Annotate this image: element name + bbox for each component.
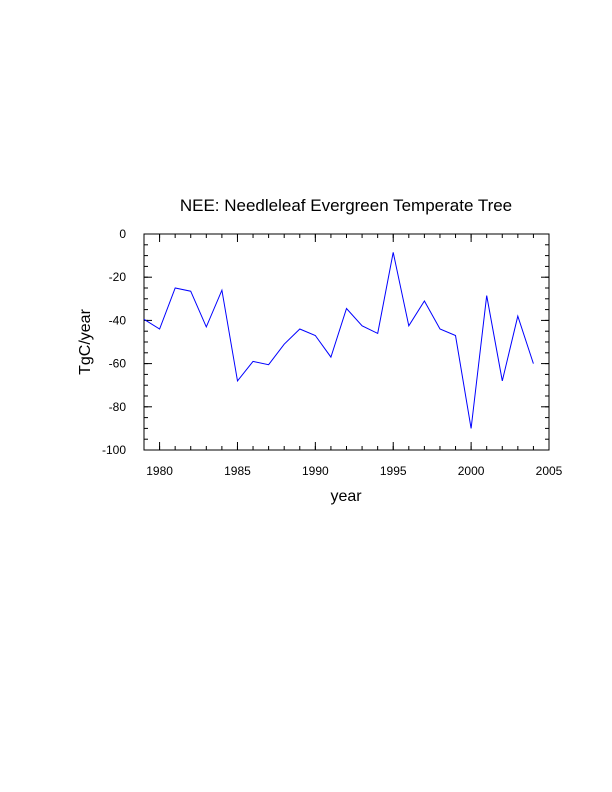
data-point (298, 328, 301, 331)
data-points (143, 251, 535, 430)
data-point (267, 363, 270, 366)
y-tick-label: -100 (102, 443, 126, 457)
y-tick-label: -80 (109, 400, 127, 414)
x-tick-label: 1985 (224, 464, 251, 478)
y-tick-label: -20 (109, 270, 127, 284)
plot-frame (143, 233, 550, 451)
data-point (143, 318, 146, 321)
data-point (189, 290, 192, 293)
data-point (220, 289, 223, 292)
data-point (174, 287, 177, 290)
data-point (314, 334, 317, 337)
x-tick-labels: 1980 1985 1990 1995 2000 2005 (146, 464, 562, 478)
data-point (361, 324, 364, 327)
data-point (329, 356, 332, 359)
axis-ticks (143, 233, 550, 451)
y-tick-label: -60 (109, 357, 127, 371)
data-point (407, 324, 410, 327)
data-point (283, 343, 286, 346)
data-point (470, 427, 473, 430)
y-tick-label: -40 (109, 313, 127, 327)
data-point (485, 294, 488, 297)
y-tick-label: 0 (119, 227, 126, 241)
series-line-nee (143, 252, 534, 429)
x-axis-label: year (330, 488, 362, 505)
x-tick-label: 1980 (146, 464, 173, 478)
y-axis-label: TgC/year (77, 308, 94, 374)
data-point (501, 379, 504, 382)
data-point (392, 251, 395, 254)
x-tick-label: 2005 (536, 464, 563, 478)
chart-title: NEE: Needleleaf Evergreen Temperate Tree (180, 196, 512, 215)
x-tick-label: 1995 (380, 464, 407, 478)
y-tick-labels: 0 -20 -40 -60 -80 -100 (102, 227, 126, 457)
data-point (158, 328, 161, 331)
x-tick-label: 1990 (302, 464, 329, 478)
data-point (438, 328, 441, 331)
x-tick-label: 2000 (458, 464, 485, 478)
data-point (252, 360, 255, 363)
data-point (516, 315, 519, 318)
data-point (236, 379, 239, 382)
data-point (345, 307, 348, 310)
data-point (454, 334, 457, 337)
data-point (376, 332, 379, 335)
data-point (205, 325, 208, 328)
data-point (532, 362, 535, 365)
data-point (423, 299, 426, 302)
